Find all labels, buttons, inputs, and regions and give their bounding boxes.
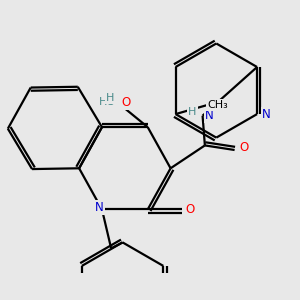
Text: N: N (205, 109, 214, 122)
Text: O: O (186, 203, 195, 216)
Text: N: N (95, 201, 104, 214)
Text: HO: HO (99, 97, 116, 107)
Text: O: O (239, 141, 248, 154)
Text: N: N (262, 108, 271, 121)
Text: H: H (188, 107, 197, 117)
Text: H: H (106, 93, 114, 103)
Text: O: O (122, 96, 131, 110)
Text: CH₃: CH₃ (207, 100, 228, 110)
